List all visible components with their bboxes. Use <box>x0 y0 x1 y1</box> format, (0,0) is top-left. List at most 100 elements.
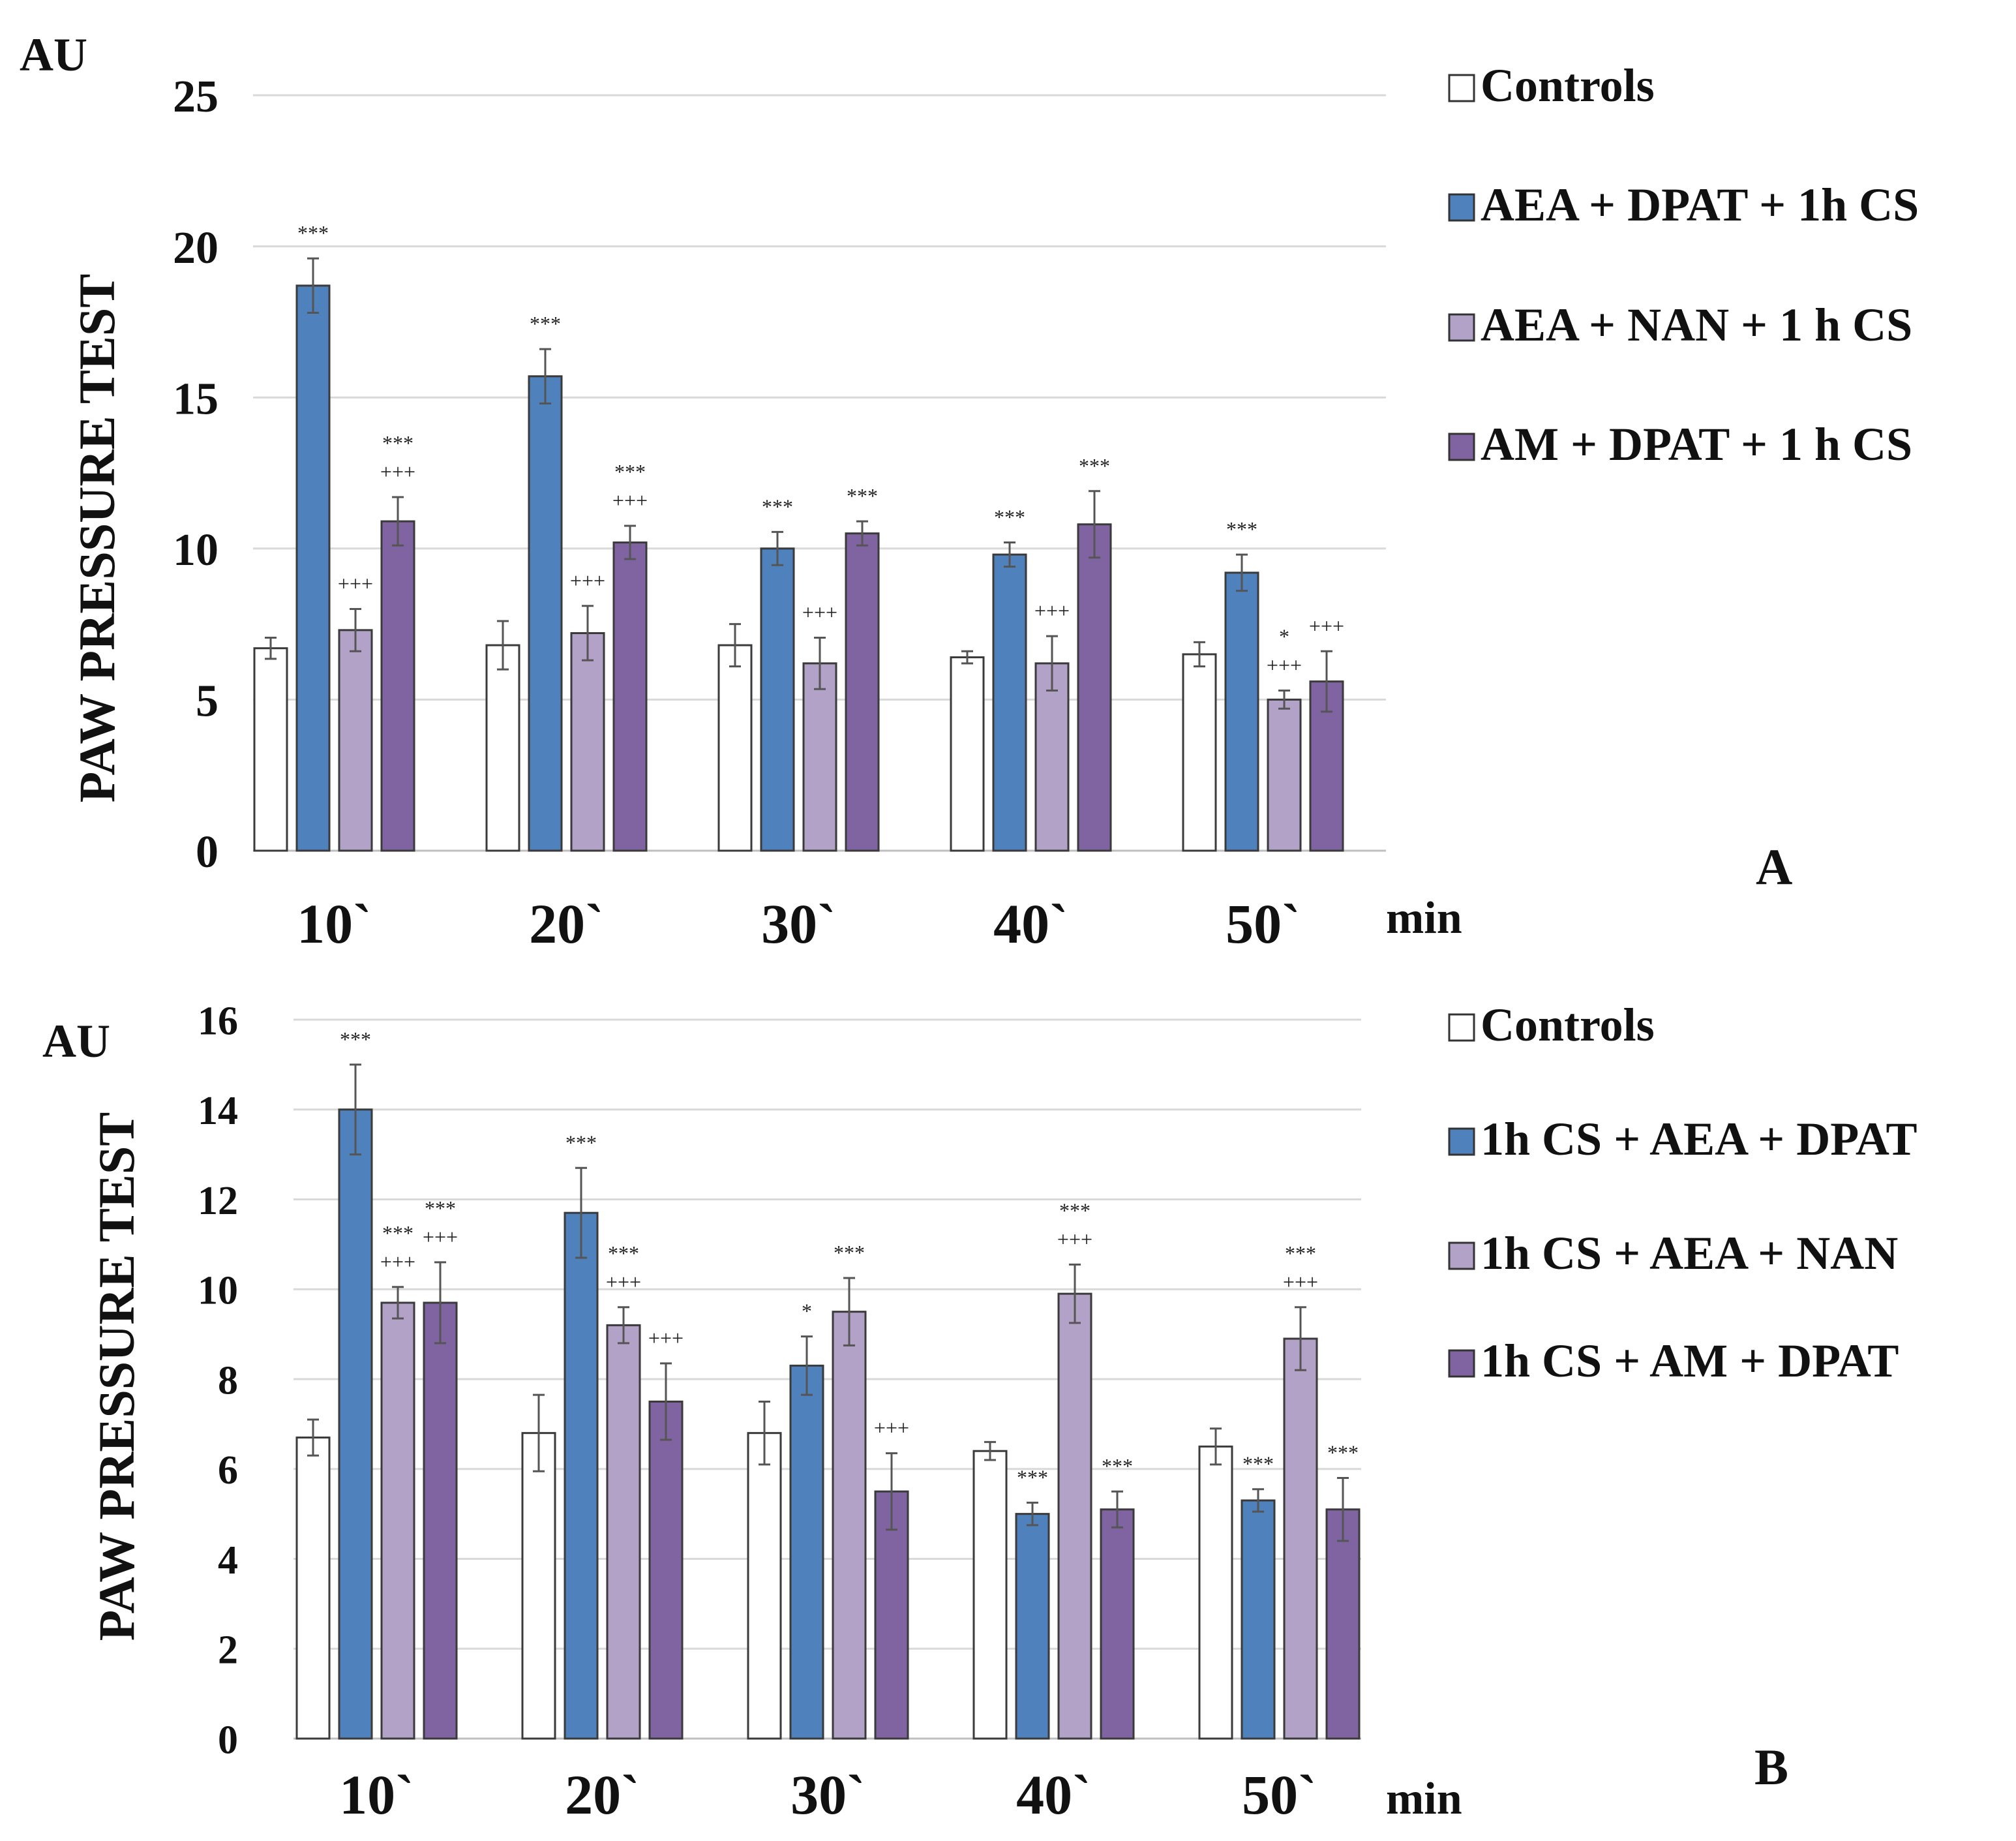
legend-entry: AEA + NAN + 1 h CS <box>1481 299 1912 351</box>
legend-swatch <box>1448 433 1475 461</box>
bar <box>570 631 605 852</box>
bar <box>1224 571 1259 852</box>
significance-mark: +++ <box>648 1326 684 1350</box>
bar <box>521 1432 556 1740</box>
bar <box>789 1364 824 1740</box>
significance-mark: +++ <box>338 571 373 595</box>
panel-letter: A <box>1756 838 1792 895</box>
bar <box>1015 1513 1050 1740</box>
significance-mark: * <box>802 1300 812 1323</box>
legend-swatch <box>1448 74 1475 102</box>
bar <box>528 375 563 852</box>
bar <box>1077 523 1112 852</box>
bar <box>1034 662 1070 852</box>
y-tick-label: 6 <box>218 1448 238 1493</box>
significance-mark: *** <box>608 1241 639 1265</box>
panel-b: 0 2 4 6 8 10 12 14 16 *** *** +++ *** +++ 10` *** *** +++… <box>42 999 1918 1826</box>
y-axis-title: PAW PRESSURE TEST <box>88 1112 145 1641</box>
y-tick-label: 4 <box>218 1538 238 1583</box>
significance-mark: *** <box>1102 1454 1133 1478</box>
x-unit-label: min <box>1386 1774 1462 1824</box>
significance-mark: *** <box>834 1241 865 1264</box>
significance-mark: *** <box>340 1027 371 1051</box>
bar <box>717 644 753 852</box>
bar <box>802 662 837 852</box>
significance-mark: * <box>1279 625 1289 648</box>
bar <box>1267 698 1302 852</box>
legend-swatch <box>1448 1241 1475 1270</box>
y-tick-label: 15 <box>173 374 218 424</box>
bar <box>950 656 985 852</box>
legend-entry: 1h CS + AEA + DPAT <box>1481 1113 1918 1165</box>
significance-mark: *** <box>530 312 561 335</box>
bar <box>380 520 415 852</box>
significance-mark: *** <box>382 1221 414 1245</box>
significance-mark: +++ <box>380 1250 415 1273</box>
significance-mark: +++ <box>874 1416 909 1440</box>
legend-swatch <box>1448 193 1475 222</box>
y-tick-label: 2 <box>218 1628 238 1673</box>
bar <box>338 629 373 852</box>
y-tick-label: 20 <box>173 223 218 273</box>
bar <box>1182 653 1217 852</box>
legend-entry: 1h CS + AEA + NAN <box>1481 1227 1898 1279</box>
panel-a: 0 5 10 15 20 25 *** +++ *** +++ 10` *** +++ *** +++ 20`… <box>20 29 1919 955</box>
panel-letter: B <box>1754 1739 1788 1795</box>
significance-mark: *** <box>847 484 878 508</box>
legend-swatch <box>1448 1349 1475 1378</box>
bar <box>992 553 1027 852</box>
bar <box>253 647 288 852</box>
y-tick-label: 5 <box>196 677 218 727</box>
y-tick-label: 10 <box>173 525 218 575</box>
significance-mark: *** <box>614 460 646 483</box>
significance-mark: *** <box>565 1131 597 1154</box>
significance-mark: +++ <box>1283 1270 1318 1294</box>
y-tick-label: 0 <box>218 1718 238 1762</box>
bar <box>747 1432 782 1740</box>
bar <box>648 1400 684 1740</box>
bar <box>606 1324 641 1740</box>
x-unit-label: min <box>1386 893 1462 943</box>
significance-mark: +++ <box>1057 1227 1092 1251</box>
bar <box>1100 1508 1135 1740</box>
bar <box>1057 1292 1092 1740</box>
x-tick-label: 10` <box>297 892 372 955</box>
bar <box>874 1490 909 1740</box>
significance-mark: +++ <box>1309 614 1344 637</box>
significance-mark: +++ <box>1267 654 1302 677</box>
bar <box>295 284 331 852</box>
significance-mark: *** <box>1079 454 1110 478</box>
y-tick-label: 10 <box>198 1269 238 1313</box>
y-tick-label: 12 <box>198 1179 238 1223</box>
significance-mark: +++ <box>802 600 837 624</box>
significance-mark: *** <box>1059 1198 1091 1222</box>
significance-mark: *** <box>382 431 414 455</box>
significance-mark: *** <box>762 494 793 518</box>
significance-mark: *** <box>425 1196 456 1220</box>
unit-label: AU <box>20 29 87 81</box>
legend-entry: Controls <box>1481 59 1655 112</box>
legend-swatch <box>1448 1013 1475 1042</box>
significance-mark: *** <box>1327 1441 1359 1465</box>
bar <box>1283 1337 1318 1740</box>
legend-entry: AM + DPAT + 1 h CS <box>1481 418 1912 470</box>
bar <box>845 532 880 852</box>
significance-mark: +++ <box>570 569 605 592</box>
significance-mark: +++ <box>380 460 415 483</box>
significance-mark: *** <box>994 506 1025 529</box>
x-tick-label: 10` <box>339 1763 414 1826</box>
y-tick-label: 25 <box>173 72 218 122</box>
x-tick-label: 20` <box>529 892 604 955</box>
y-tick-label: 8 <box>218 1358 238 1403</box>
significance-mark: *** <box>297 221 329 245</box>
legend-entry: 1h CS + AM + DPAT <box>1481 1335 1899 1387</box>
legend-swatch <box>1448 313 1475 342</box>
legend-swatch <box>1448 1127 1475 1156</box>
significance-mark: *** <box>1017 1465 1048 1489</box>
y-tick-label: 16 <box>198 999 238 1043</box>
bar <box>760 547 795 852</box>
bar <box>832 1311 867 1740</box>
significance-mark: +++ <box>612 489 648 512</box>
x-tick-label: 40` <box>1016 1763 1091 1826</box>
